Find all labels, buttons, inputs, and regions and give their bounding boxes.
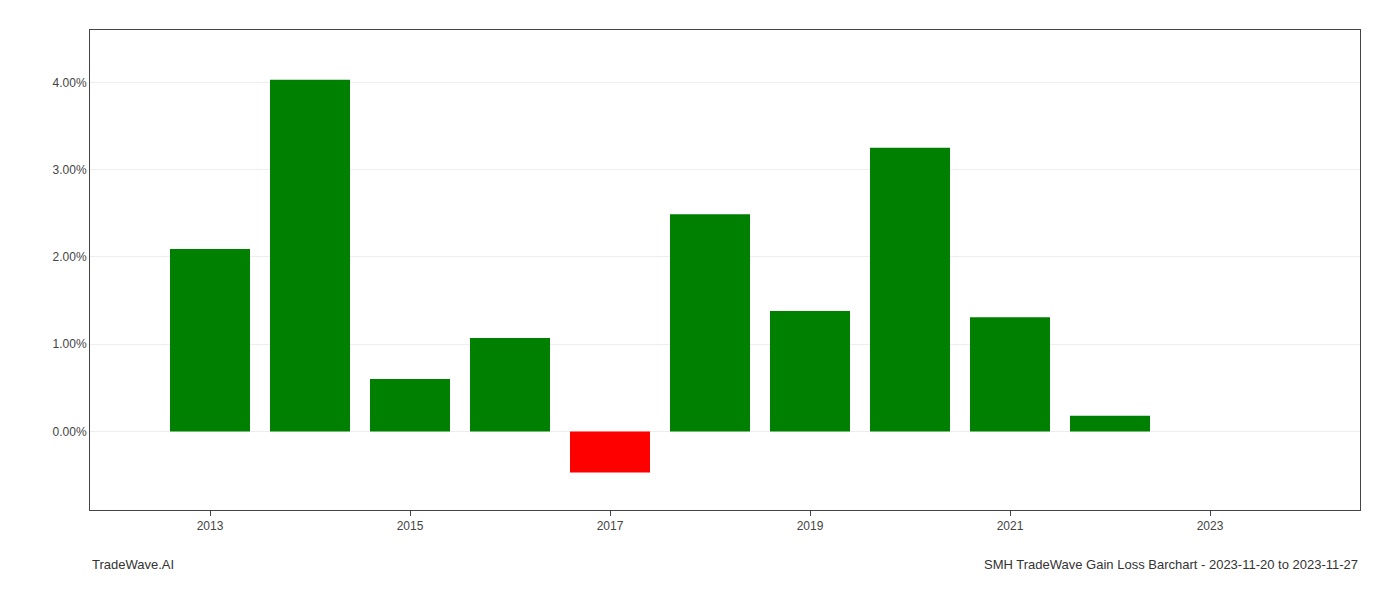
svg-text:1.00%: 1.00%: [53, 337, 87, 351]
svg-text:3.00%: 3.00%: [53, 163, 87, 177]
svg-text:2013: 2013: [197, 519, 224, 533]
svg-text:2017: 2017: [597, 519, 624, 533]
svg-text:2023: 2023: [1197, 519, 1224, 533]
svg-text:2015: 2015: [397, 519, 424, 533]
svg-text:4.00%: 4.00%: [53, 76, 87, 90]
svg-text:TradeWave.AI: TradeWave.AI: [92, 557, 174, 572]
svg-text:2021: 2021: [997, 519, 1024, 533]
svg-text:2019: 2019: [797, 519, 824, 533]
svg-text:0.00%: 0.00%: [53, 425, 87, 439]
svg-text:2.00%: 2.00%: [53, 250, 87, 264]
svg-text:SMH TradeWave Gain Loss Barcha: SMH TradeWave Gain Loss Barchart - 2023-…: [984, 557, 1358, 572]
